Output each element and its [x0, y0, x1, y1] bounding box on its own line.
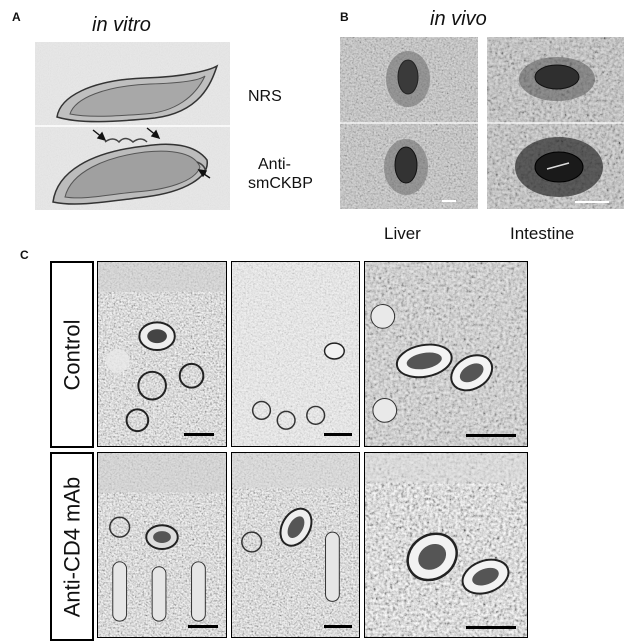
label-nrs: NRS [248, 88, 282, 105]
egg-nrs [56, 64, 219, 123]
panel-c-letter: C [20, 248, 29, 262]
liver-scale-bar [442, 200, 456, 202]
anti-cd4-micrograph-1 [97, 452, 227, 638]
intestine-scale-bar [575, 201, 609, 203]
control-micrograph-1 [97, 261, 227, 447]
row-label-anti-cd4: Anti-CD4 mAb [50, 452, 94, 641]
intestine-micrograph [487, 37, 624, 209]
label-anti: Anti- [258, 156, 291, 173]
in-vitro-micrograph [35, 42, 230, 210]
row-label-anti-cd4-text: Anti-CD4 mAb [59, 476, 84, 617]
row-label-control-text: Control [59, 319, 85, 390]
scale-bar-c4 [188, 625, 218, 628]
control-micrograph-3 [364, 261, 528, 447]
anti-cd4-micrograph-2 [231, 452, 360, 638]
scale-bar-c1 [184, 433, 214, 436]
scale-bar-c6 [466, 626, 516, 629]
liver-micrograph [340, 37, 478, 209]
control-micrograph-2 [231, 261, 360, 447]
panel-b-letter: B [340, 10, 349, 24]
egg-anti-smckbp [52, 137, 208, 205]
scale-bar-c3 [466, 434, 516, 437]
row-label-control: Control [50, 261, 94, 448]
label-smckbp: smCKBP [248, 175, 313, 192]
scale-bar-c2 [324, 433, 352, 436]
panel-b-title: in vivo [430, 8, 487, 30]
anti-cd4-micrograph-3 [364, 452, 528, 638]
panel-a-letter: A [12, 10, 21, 24]
scale-bar-c5 [324, 625, 352, 628]
column-label-intestine: Intestine [510, 224, 575, 243]
column-label-liver: Liver [384, 224, 421, 243]
panel-a-title: in vitro [92, 14, 151, 36]
